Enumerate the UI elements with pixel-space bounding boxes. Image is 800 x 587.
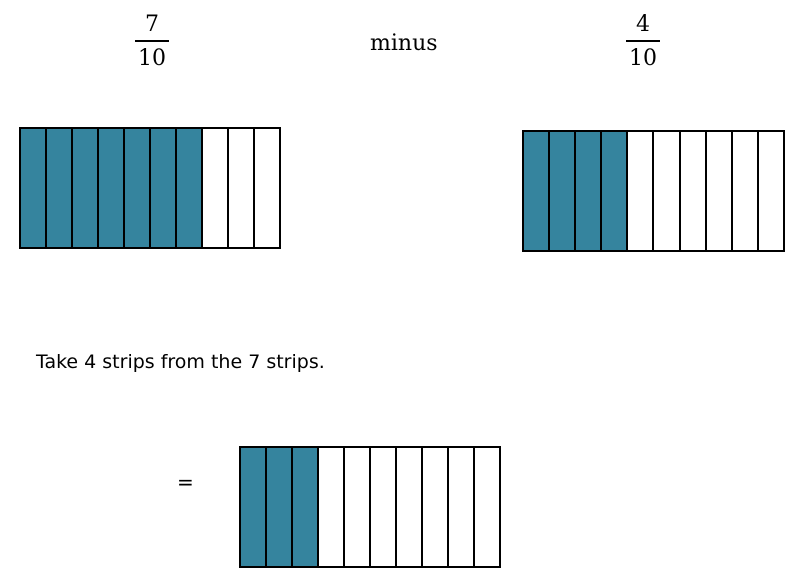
unshaded-strip [371,448,397,566]
shaded-strip [524,132,551,250]
unshaded-strip [732,132,759,250]
unshaded-strip [397,448,423,566]
strip-model-seven-tenths [19,127,281,249]
fraction-denominator: 10 [629,46,657,71]
fraction-bar [626,40,660,42]
shaded-strip [550,132,577,250]
shaded-strip [73,129,99,247]
shaded-strip [241,448,267,566]
fraction-bar [135,40,169,42]
shaded-strip [602,132,629,250]
shaded-strip [177,129,203,247]
unshaded-strip [423,448,449,566]
shaded-strip [125,129,151,247]
unshaded-strip [680,132,707,250]
unshaded-strip [628,132,655,250]
shaded-strip [151,129,177,247]
unshaded-strip [345,448,371,566]
shaded-strip [47,129,73,247]
unshaded-strip [758,132,783,250]
shaded-strip [293,448,319,566]
equals-sign: = [177,470,194,494]
unshaded-strip [229,129,255,247]
fraction-denominator: 10 [138,46,166,71]
unshaded-strip [255,129,279,247]
unshaded-strip [203,129,229,247]
shaded-strip [576,132,603,250]
unshaded-strip [475,448,499,566]
fraction-four-tenths: 4 10 [613,14,673,70]
unshaded-strip [319,448,345,566]
fraction-numerator: 7 [145,12,159,37]
shaded-strip [99,129,125,247]
shaded-strip [21,129,47,247]
unshaded-strip [706,132,733,250]
minus-operator: minus [370,31,438,56]
unshaded-strip [654,132,681,250]
strip-model-result [239,446,501,568]
strip-model-four-tenths [522,130,785,252]
fraction-seven-tenths: 7 10 [122,14,182,70]
shaded-strip [267,448,293,566]
fraction-numerator: 4 [636,12,650,37]
unshaded-strip [449,448,475,566]
instruction-text: Take 4 strips from the 7 strips. [36,351,325,373]
